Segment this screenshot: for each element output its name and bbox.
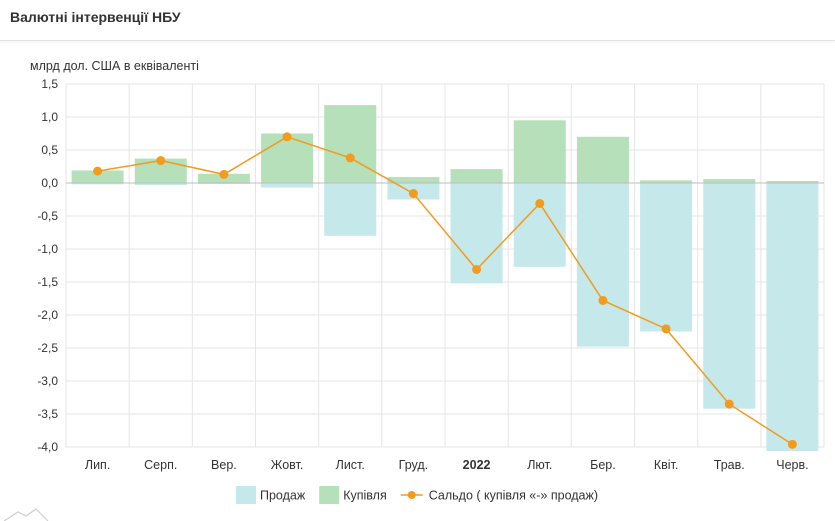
balance-line-layer [93,132,797,449]
legend-swatch [319,486,340,504]
legend-label: Сальдо ( купівля «-» продаж) [429,489,598,503]
balance-point [408,189,418,199]
bar-purchase [766,181,819,183]
balance-point [472,264,482,274]
y-tick-label: -1,5 [37,275,58,289]
bar-sale [766,183,819,451]
balance-point [787,439,797,449]
x-ticks: Лип. Серп. Вер. Жовт. Лист. Груд. 2022 Лют. Бер.… [85,458,809,472]
balance-line [97,135,793,445]
x-tick-label: Серп. [144,458,177,472]
balance-point [598,295,608,305]
y-tick-label: 0,5 [41,143,58,157]
legend-swatch [236,486,256,504]
balance-point [219,169,229,179]
x-tick-label: Лют. [527,458,552,472]
bar-sale [71,183,124,185]
bar-sale [576,183,629,347]
legend-label: Купівля [343,489,387,503]
y-tick-label: -2,0 [37,308,58,322]
watermark-logo [3,508,49,521]
balance-point [345,153,355,163]
bar-sale [261,183,314,188]
x-tick-label: 2022 [463,458,491,472]
y-tick-label: -3,5 [37,407,58,421]
legend: Продаж Купівля Сальдо ( купівля «-» продаж… [236,486,598,504]
bar-purchase [261,133,314,183]
balance-point [535,198,545,208]
y-tick-label: 1,5 [41,77,58,91]
x-tick-label: Вер. [211,458,237,472]
bar-purchase [324,105,377,183]
y-tick-label: -4,0 [37,440,58,454]
page-title: Валютні інтервенції НБУ [10,9,181,25]
bar-purchase [703,179,756,183]
y-tick-label: -0,5 [37,209,58,223]
x-tick-label: Жовт. [271,458,304,472]
bar-sale [513,183,566,267]
bar-sale [703,183,756,409]
bar-purchase [640,180,693,183]
bar-sale [640,183,693,332]
header-bar: Валютні інтервенції НБУ [0,0,835,41]
y-tick-label: 1,0 [41,110,58,124]
x-tick-label: Квіт. [654,458,679,472]
x-tick-label: Черв. [776,458,808,472]
bar-purchase [513,120,566,183]
bar-purchase [576,136,629,183]
bar-sale [324,183,377,236]
bar-purchase [450,169,503,183]
y-tick-label: 0,0 [41,176,58,190]
y-tick-label: -1,0 [37,242,58,256]
y-ticks: 1,5 1,0 0,5 0,0 -0,5 -1,0 -1,5 -2,0 -2,5 -3,0 -3,5… [37,77,58,454]
balance-point [661,324,671,334]
balance-point [724,399,734,409]
balance-point [156,156,166,166]
balance-point [282,132,292,142]
x-tick-label: Лип. [85,458,110,472]
bar-purchase [387,177,440,183]
y-tick-label: -3,0 [37,374,58,388]
balance-point [93,166,103,176]
y-axis-label: млрд дол. США в еквіваленті [30,59,199,73]
bar-sale [134,183,187,185]
bars-layer [71,105,819,451]
x-tick-label: Лист. [336,458,365,472]
x-tick-label: Бер. [590,458,616,472]
x-tick-label: Груд. [399,458,428,472]
y-tick-label: -2,5 [37,341,58,355]
x-tick-label: Трав. [714,458,745,472]
legend-marker [407,491,416,499]
legend-label: Продаж [260,489,306,503]
bar-purchase [71,170,124,183]
